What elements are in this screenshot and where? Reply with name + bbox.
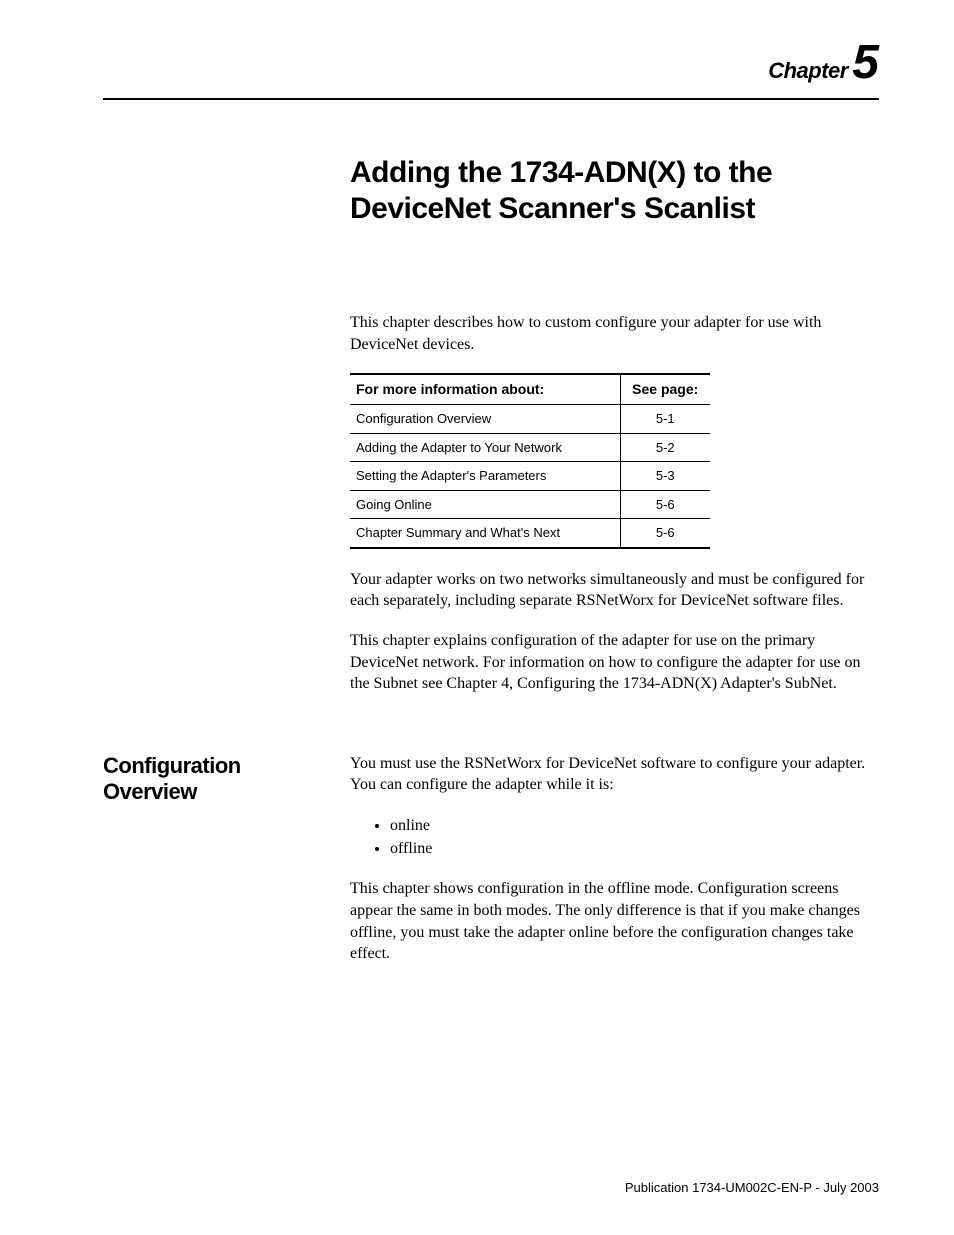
body-paragraph: This chapter shows configuration in the …	[350, 878, 879, 964]
body-paragraph: This chapter explains configuration of t…	[350, 630, 879, 695]
toc-header-page: See page:	[620, 374, 710, 404]
chapter-label: Chapter	[768, 58, 848, 83]
intro-paragraph: This chapter describes how to custom con…	[350, 312, 879, 355]
section-heading: Configuration Overview	[103, 753, 350, 983]
table-row: Adding the Adapter to Your Network5-2	[350, 433, 710, 462]
list-item: offline	[390, 837, 879, 860]
list-item: online	[390, 814, 879, 837]
chapter-header: Chapter 5	[0, 0, 954, 98]
header-rule	[103, 98, 879, 100]
body-paragraph: You must use the RSNetWorx for DeviceNet…	[350, 753, 879, 796]
table-row: Configuration Overview5-1	[350, 405, 710, 434]
toc-header-topic: For more information about:	[350, 374, 620, 404]
toc-table: For more information about: See page: Co…	[350, 373, 710, 549]
table-row: Chapter Summary and What's Next5-6	[350, 519, 710, 548]
page-title: Adding the 1734-ADN(X) to the DeviceNet …	[350, 155, 879, 227]
body-paragraph: Your adapter works on two networks simul…	[350, 569, 879, 612]
publication-footer: Publication 1734-UM002C-EN-P - July 2003	[625, 1180, 879, 1195]
chapter-number: 5	[852, 36, 879, 89]
table-row: Going Online5-6	[350, 490, 710, 519]
bullet-list: online offline	[390, 814, 879, 860]
table-row: Setting the Adapter's Parameters5-3	[350, 462, 710, 491]
